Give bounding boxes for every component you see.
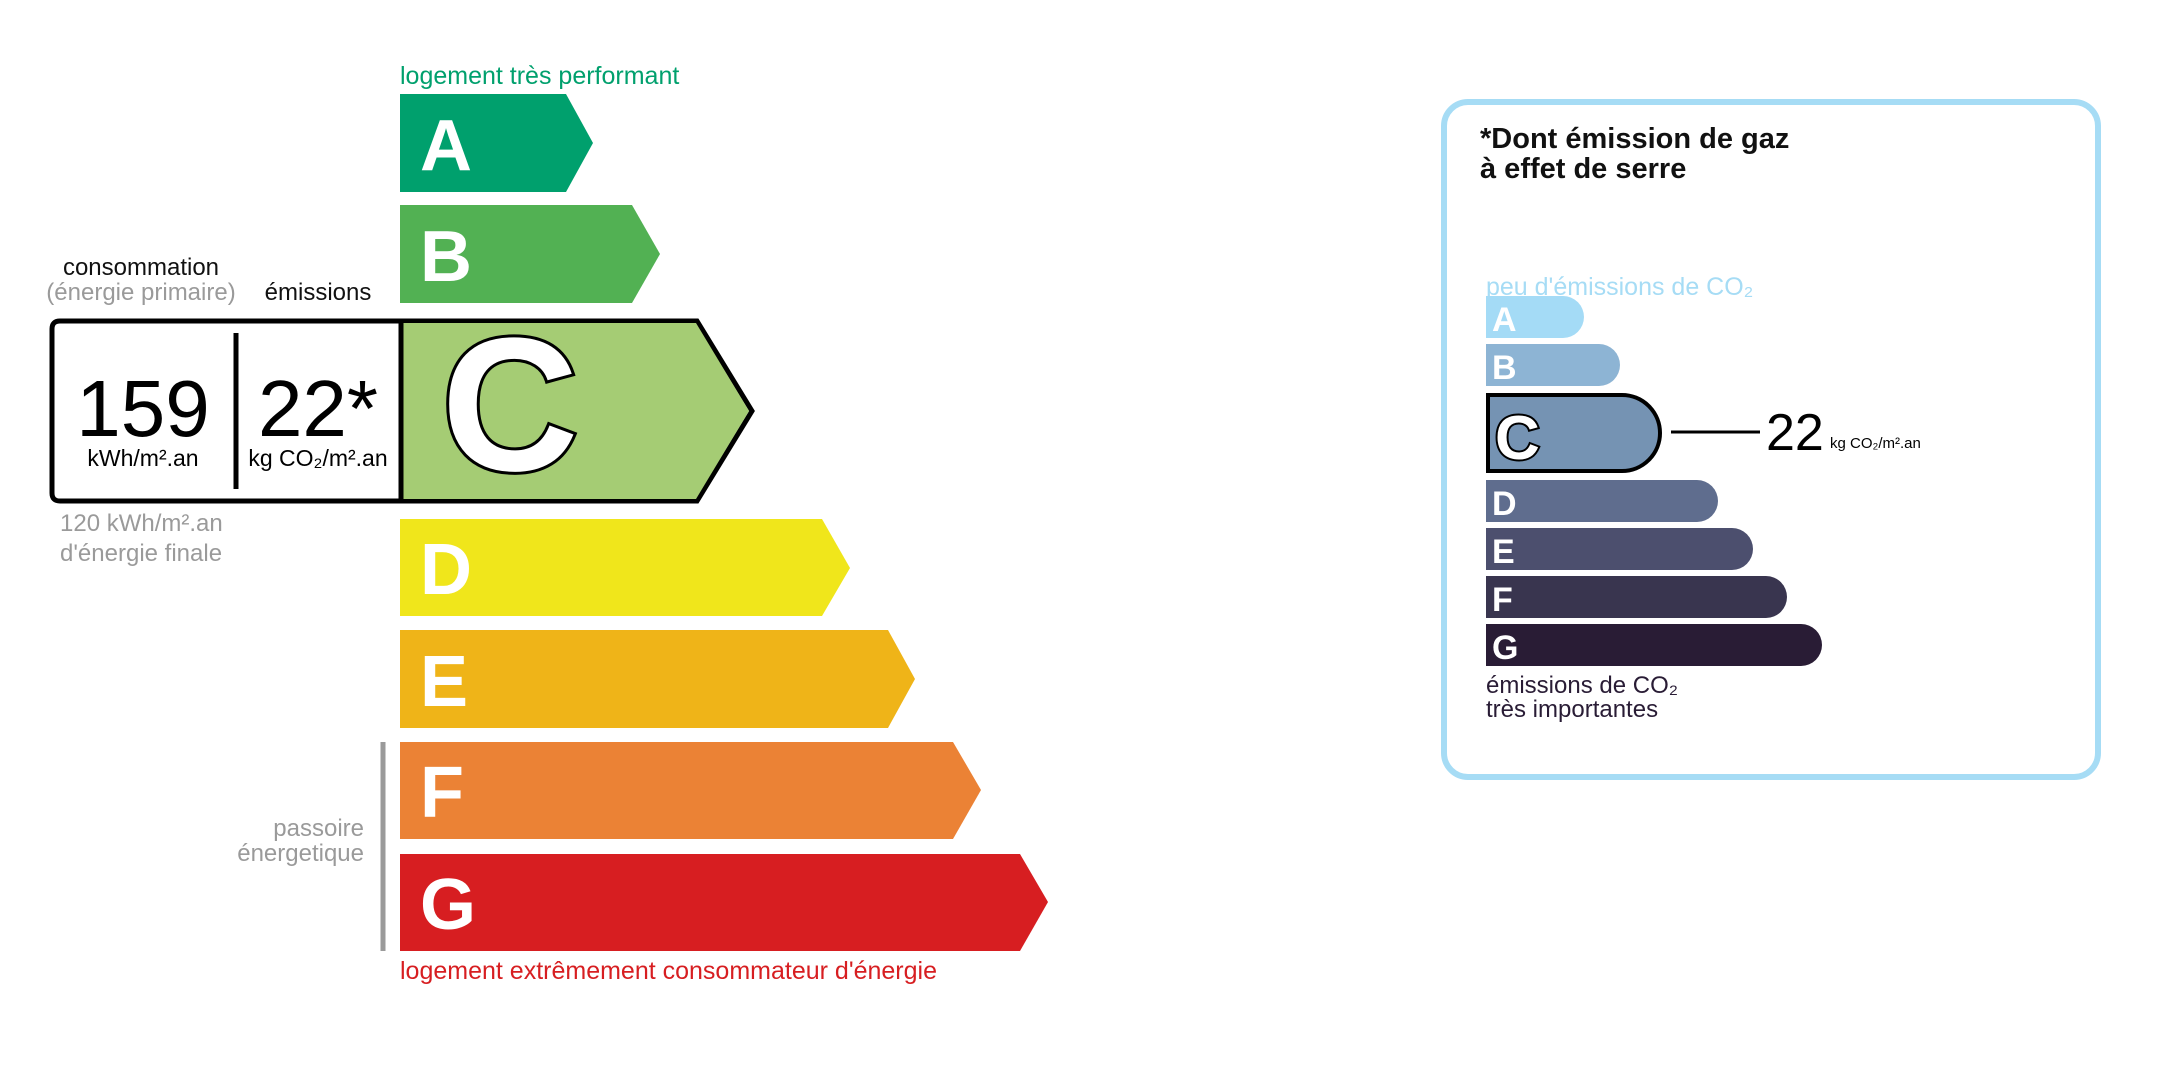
- ghg-bar-e: [1486, 528, 1753, 570]
- energy-letter-a: A: [420, 106, 472, 186]
- consumption-subheader: (énergie primaire): [46, 279, 235, 306]
- bottom-label: logement extrêmement consommateur d'éner…: [400, 957, 937, 985]
- ghg-bar-b: [1486, 344, 1620, 386]
- energy-bar-g: [400, 854, 1048, 951]
- energy-bar-a: [400, 94, 593, 192]
- consumption-unit: kWh/m².an: [87, 445, 198, 471]
- ghg-panel: *Dont émission de gaz à effet de serre p…: [1441, 99, 2101, 780]
- energy-letter-f: F: [420, 753, 464, 833]
- ghg-letter-b: B: [1492, 349, 1517, 387]
- final-energy-label: d'énergie finale: [60, 540, 222, 567]
- ghg-bottom-label-2: très importantes: [1486, 696, 1658, 723]
- energy-scale: logement très performant A B C consommat…: [46, 62, 1048, 985]
- passoire-label-2: énergetique: [237, 840, 364, 867]
- ghg-bar-a: [1486, 296, 1584, 338]
- ghg-letter-c: C: [1495, 404, 1540, 473]
- emissions-header: émissions: [265, 279, 372, 306]
- ghg-letter-e: E: [1492, 533, 1515, 571]
- passoire-label-1: passoire: [273, 815, 364, 842]
- consumption-value: 159: [76, 364, 209, 453]
- ghg-letter-d: D: [1492, 485, 1517, 523]
- ghg-bar-c-current: [1486, 393, 1662, 473]
- top-label: logement très performant: [400, 62, 679, 90]
- ghg-title-2: à effet de serre: [1480, 153, 1686, 185]
- final-energy-value: 120 kWh/m².an: [60, 510, 223, 537]
- energy-bar-e: [400, 630, 915, 728]
- energy-letter-g: G: [420, 865, 476, 945]
- emissions-unit: kg CO₂/m².an: [248, 445, 387, 471]
- energy-bar-b: [400, 205, 660, 303]
- energy-letter-b: B: [420, 217, 472, 297]
- consumption-header: consommation: [63, 254, 219, 281]
- ghg-value: 22: [1766, 404, 1824, 462]
- ghg-bottom-label-1: émissions de CO₂: [1486, 672, 1678, 699]
- energy-bar-d: [400, 519, 850, 616]
- energy-bar-f: [400, 742, 981, 839]
- ghg-bar-d: [1486, 480, 1718, 522]
- energy-letter-e: E: [420, 642, 468, 722]
- energy-letter-d: D: [420, 530, 472, 610]
- ghg-letter-g: G: [1492, 629, 1518, 667]
- ghg-bar-f: [1486, 576, 1787, 618]
- emissions-value: 22*: [258, 364, 378, 453]
- ghg-letter-a: A: [1492, 301, 1517, 339]
- ghg-letter-f: F: [1492, 581, 1513, 619]
- ghg-title-1: *Dont émission de gaz: [1480, 123, 1789, 155]
- ghg-unit: kg CO₂/m².an: [1830, 435, 1921, 452]
- ghg-bar-g: [1486, 624, 1822, 666]
- energy-letter-c: C: [441, 299, 578, 511]
